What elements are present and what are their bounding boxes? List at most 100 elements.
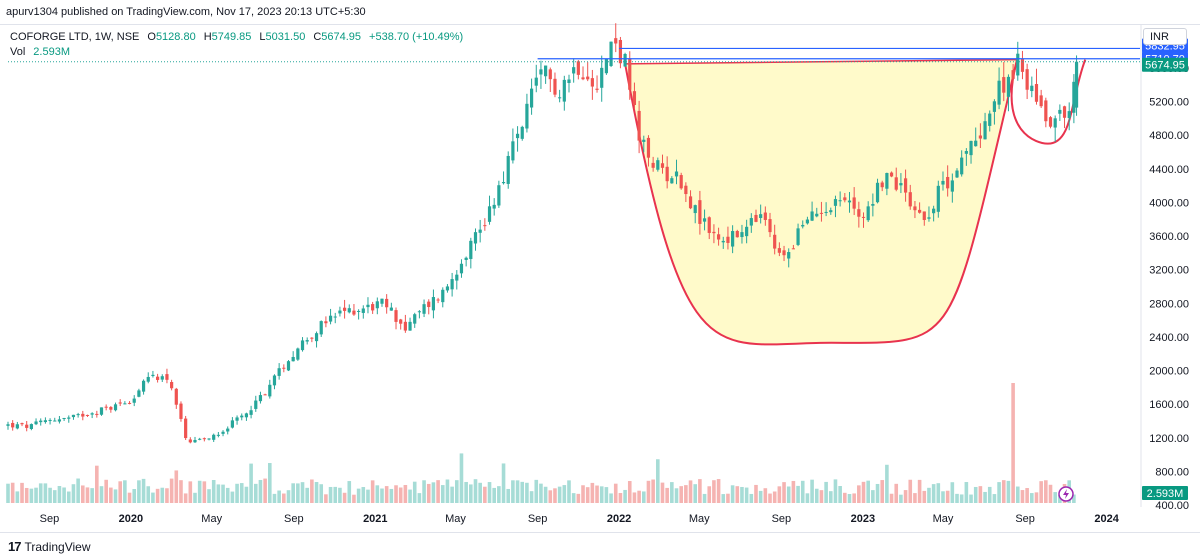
volume-bar <box>183 493 188 503</box>
volume-bar <box>469 484 473 503</box>
candle-body <box>501 182 506 184</box>
candle-body <box>590 78 594 87</box>
candle-body <box>464 257 468 260</box>
volume-bar <box>296 483 300 503</box>
candle-body <box>155 376 160 380</box>
candle-body <box>763 212 767 220</box>
volume-bar <box>627 481 632 503</box>
candle-body <box>843 197 847 201</box>
candle-body <box>90 413 94 415</box>
volume-bar <box>847 494 852 503</box>
volume-bar <box>43 483 48 503</box>
volume-bar <box>754 484 758 503</box>
candle-body <box>913 206 917 211</box>
candle-body <box>829 210 833 213</box>
candle-body <box>665 166 669 182</box>
candle-body <box>969 140 973 156</box>
candle-body <box>450 279 454 290</box>
candle-body <box>978 135 982 139</box>
ohlc-row: COFORGE LTD, 1W, NSE O5128.80 H5749.85 L503… <box>10 30 463 45</box>
volume-bar <box>931 484 936 503</box>
candle-body <box>604 58 608 74</box>
candle-body <box>263 394 267 396</box>
y-tick-label: 800.00 <box>1155 466 1189 478</box>
volume-bar <box>300 482 305 503</box>
volume-bar <box>286 490 291 503</box>
volume-bar <box>118 481 122 503</box>
candle-body <box>1062 106 1067 118</box>
candle-body <box>567 79 571 84</box>
volume-bar <box>922 490 927 503</box>
y-tick-label: 4400.00 <box>1149 164 1189 176</box>
candle-body <box>319 321 323 335</box>
volume-bar <box>99 486 104 503</box>
currency-button[interactable]: INR <box>1143 28 1187 45</box>
candle-body <box>773 234 777 249</box>
volume-bar <box>899 494 903 503</box>
volume-bar <box>613 483 618 503</box>
volume-bar <box>506 488 511 503</box>
volume-bar <box>581 485 585 503</box>
candle-body <box>81 413 85 417</box>
volume-bar <box>197 480 202 503</box>
volume-bar <box>833 479 838 503</box>
candle-body <box>413 314 417 324</box>
candle-body <box>483 225 487 227</box>
lightning-icon-bolt <box>1063 489 1069 499</box>
y-tick-label: 2000.00 <box>1149 366 1189 378</box>
volume-bar <box>1048 484 1053 503</box>
candle-body <box>572 67 576 74</box>
volume-bar <box>483 486 487 503</box>
volume-bar <box>604 487 609 503</box>
open-label: O <box>147 31 156 43</box>
candle-body <box>777 248 781 253</box>
volume-tag-label: 2.593M <box>1147 488 1184 500</box>
volume-bar <box>997 482 1001 503</box>
volume-bar <box>796 485 800 503</box>
candle-body <box>170 382 174 389</box>
volume-bar <box>445 479 450 503</box>
candle-body <box>875 182 880 203</box>
volume-bar <box>356 488 361 503</box>
candle-body <box>614 38 618 44</box>
candle-body <box>632 91 637 106</box>
candle-body <box>109 407 113 410</box>
candle-body <box>62 417 66 419</box>
volume-bar <box>202 481 207 503</box>
low-label: L <box>259 31 266 43</box>
volume-row: Vol 2.593M <box>10 45 463 60</box>
volume-bar <box>1011 383 1015 503</box>
volume-bar <box>539 483 543 503</box>
candle-body <box>324 321 328 324</box>
tradingview-logo[interactable]: 17 TradingView <box>8 539 91 554</box>
candle-body <box>1025 69 1029 90</box>
candle-body <box>918 209 922 213</box>
volume-bar <box>34 487 38 503</box>
volume-bar <box>772 491 777 503</box>
x-tick-label: Sep <box>528 513 548 525</box>
candle-body <box>188 439 192 443</box>
volume-bar <box>590 482 595 503</box>
volume-bar <box>109 487 113 503</box>
volume-bar <box>426 483 431 503</box>
candle-body <box>576 61 580 75</box>
volume-bar <box>730 485 735 503</box>
volume-bar <box>85 487 90 503</box>
volume-bar <box>459 453 464 503</box>
candle-body <box>43 420 47 423</box>
volume-bar <box>670 482 674 503</box>
volume-bar <box>936 483 941 503</box>
candle-body <box>941 180 945 185</box>
candle-body <box>165 374 169 380</box>
candle-body <box>950 180 954 192</box>
y-tick-label: 400.00 <box>1155 500 1189 512</box>
candle-body <box>417 311 421 313</box>
candle-body <box>371 304 375 311</box>
publish-info: apurv1304 published on TradingView.com, … <box>6 6 366 18</box>
candle-body <box>1020 58 1025 72</box>
symbol-title[interactable]: COFORGE LTD, 1W, NSE <box>10 31 140 43</box>
volume-bar <box>417 493 422 503</box>
candle-body <box>333 316 337 318</box>
candle-body <box>179 403 183 419</box>
